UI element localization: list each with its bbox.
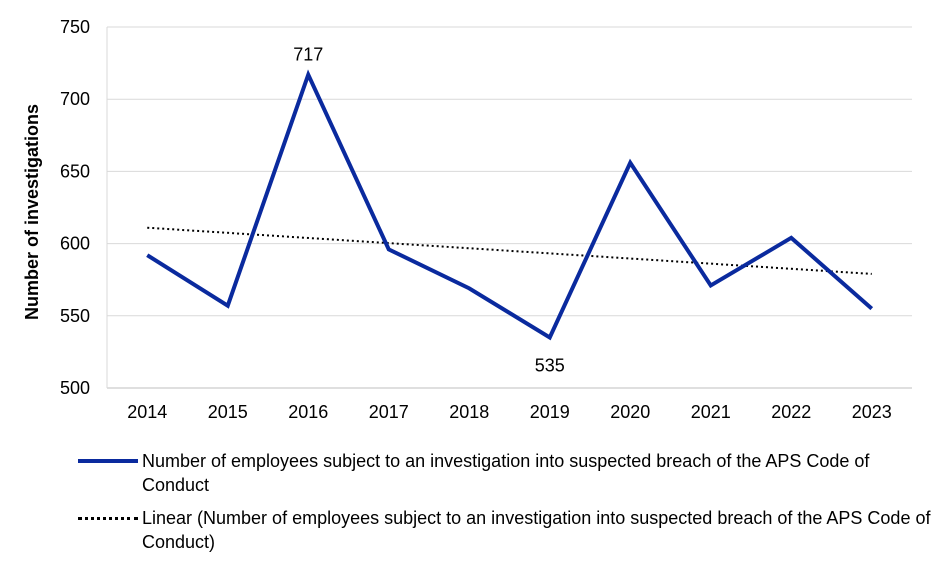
x-tick-2015: 2015 xyxy=(208,402,248,422)
y-tick-700: 700 xyxy=(60,89,90,109)
legend-item-trendline: Linear (Number of employees subject to a… xyxy=(78,506,938,554)
legend: Number of employees subject to an invest… xyxy=(78,449,938,563)
legend-label-trendline: Linear (Number of employees subject to a… xyxy=(142,508,931,552)
legend-swatch-dotted xyxy=(78,506,140,530)
trendline xyxy=(147,226,872,275)
plot-area xyxy=(146,69,874,341)
x-tick-2021: 2021 xyxy=(691,402,731,422)
x-tick-2023: 2023 xyxy=(852,402,892,422)
x-tick-2016: 2016 xyxy=(288,402,328,422)
x-tick-2014: 2014 xyxy=(127,402,167,422)
x-tick-2020: 2020 xyxy=(610,402,650,422)
legend-item-series: Number of employees subject to an invest… xyxy=(78,449,938,497)
gridlines xyxy=(106,26,912,389)
y-tick-600: 600 xyxy=(60,234,90,254)
x-tick-2019: 2019 xyxy=(530,402,570,422)
legend-swatch-solid xyxy=(78,449,140,473)
x-tick-2017: 2017 xyxy=(369,402,409,422)
y-axis-ticks: 500 550 600 650 700 750 xyxy=(60,17,90,398)
y-tick-550: 550 xyxy=(60,306,90,326)
series-line xyxy=(146,69,874,341)
x-tick-2018: 2018 xyxy=(449,402,489,422)
y-axis-label: Number of investigations xyxy=(22,104,42,320)
y-tick-650: 650 xyxy=(60,161,90,181)
data-label-2019: 535 xyxy=(535,355,565,375)
legend-label-series: Number of employees subject to an invest… xyxy=(142,451,870,495)
y-tick-750: 750 xyxy=(60,17,90,37)
data-labels: 717 535 xyxy=(293,45,565,376)
x-axis-ticks: 2014 2015 2016 2017 2018 2019 2020 2021 2022 2023 xyxy=(127,402,892,422)
data-label-2016: 717 xyxy=(293,45,323,65)
x-tick-2022: 2022 xyxy=(771,402,811,422)
y-tick-500: 500 xyxy=(60,378,90,398)
